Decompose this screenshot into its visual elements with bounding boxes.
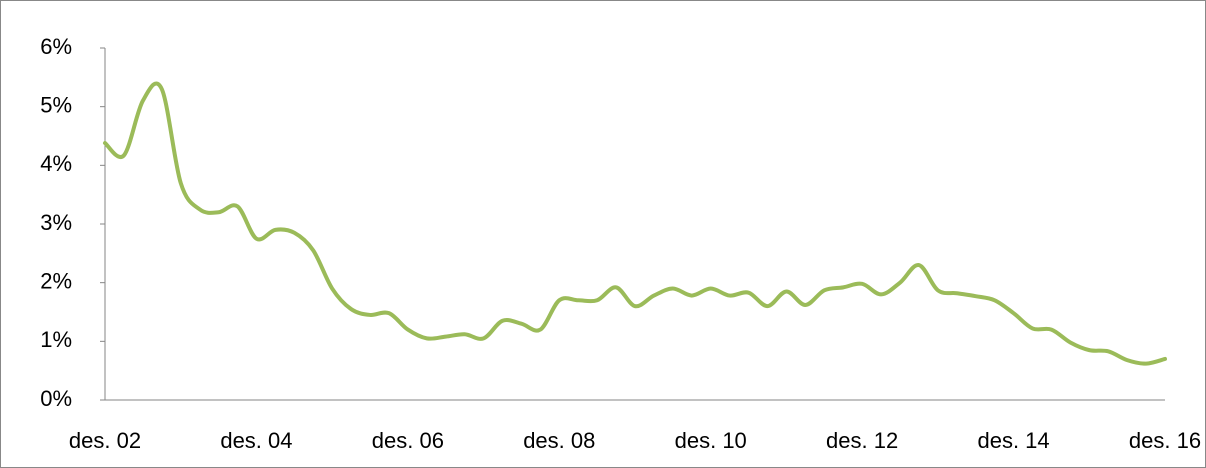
y-tick-label: 4% — [40, 151, 72, 176]
y-tick-label: 5% — [40, 92, 72, 117]
x-tick-label: des. 02 — [69, 428, 141, 453]
x-tick-label: des. 12 — [826, 428, 898, 453]
y-tick-label: 3% — [40, 210, 72, 235]
x-tick-label: des. 14 — [977, 428, 1049, 453]
x-tick-label: des. 06 — [372, 428, 444, 453]
y-tick-label: 0% — [40, 386, 72, 411]
x-tick-label: des. 10 — [675, 428, 747, 453]
line-series — [103, 81, 1167, 366]
x-tick-label: des. 04 — [220, 428, 292, 453]
y-tick-label: 1% — [40, 327, 72, 352]
x-tick-label: des. 08 — [523, 428, 595, 453]
x-tick-label: des. 16 — [1129, 428, 1201, 453]
y-tick-label: 2% — [40, 268, 72, 293]
y-tick-label: 6% — [40, 34, 72, 59]
